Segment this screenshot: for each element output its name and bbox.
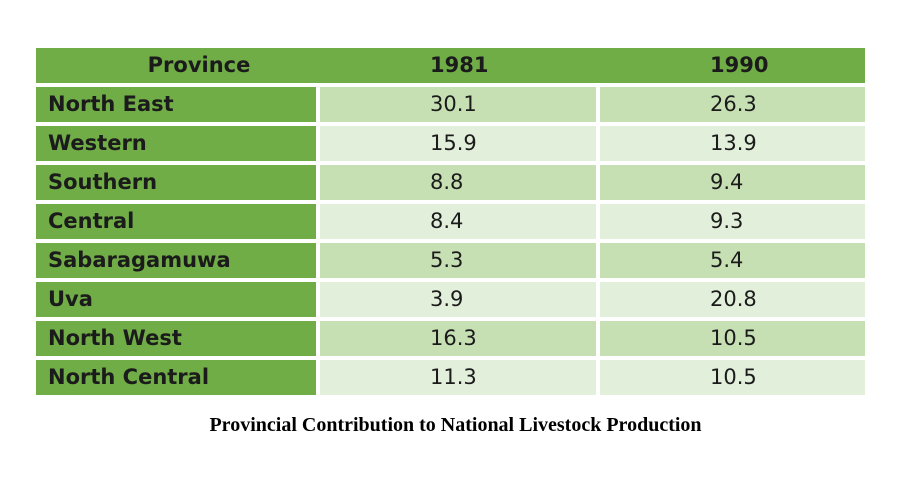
province-cell: Sabaragamuwa — [36, 243, 316, 278]
table-row: Central 8.4 9.3 — [36, 204, 865, 239]
table-row: North East 30.1 26.3 — [36, 87, 865, 122]
table-row: Western 15.9 13.9 — [36, 126, 865, 161]
table-row: Uva 3.9 20.8 — [36, 282, 865, 317]
province-cell: Western — [36, 126, 316, 161]
province-cell: North East — [36, 87, 316, 122]
table-row: North Central 11.3 10.5 — [36, 360, 865, 395]
value-cell-1981: 11.3 — [320, 360, 596, 395]
value-cell-1990: 9.3 — [600, 204, 865, 239]
column-header-1990: 1990 — [710, 53, 769, 77]
value-cell-1981: 8.8 — [320, 165, 596, 200]
table-header-row: Province 1981 1990 — [36, 48, 865, 83]
value-cell-1981: 16.3 — [320, 321, 596, 356]
value-cell-1990: 10.5 — [600, 360, 865, 395]
table-body: North East 30.1 26.3 Western 15.9 13.9 Souther… — [36, 87, 865, 395]
value-cell-1990: 10.5 — [600, 321, 865, 356]
value-cell-1990: 13.9 — [600, 126, 865, 161]
value-cell-1990: 5.4 — [600, 243, 865, 278]
livestock-table: Province 1981 1990 North East 30.1 26.3 Wes… — [36, 48, 865, 395]
column-header-province: Province — [147, 53, 251, 77]
value-cell-1981: 15.9 — [320, 126, 596, 161]
table-row: North West 16.3 10.5 — [36, 321, 865, 356]
table-row: Southern 8.8 9.4 — [36, 165, 865, 200]
province-cell: Uva — [36, 282, 316, 317]
province-cell: Central — [36, 204, 316, 239]
value-cell-1990: 9.4 — [600, 165, 865, 200]
value-cell-1981: 8.4 — [320, 204, 596, 239]
table-caption: Provincial Contribution to National Live… — [209, 414, 702, 436]
column-header-1981: 1981 — [430, 53, 489, 77]
province-cell: North Central — [36, 360, 316, 395]
value-cell-1981: 3.9 — [320, 282, 596, 317]
value-cell-1990: 26.3 — [600, 87, 865, 122]
value-cell-1981: 5.3 — [320, 243, 596, 278]
value-cell-1990: 20.8 — [600, 282, 865, 317]
table-row: Sabaragamuwa 5.3 5.4 — [36, 243, 865, 278]
province-cell: Southern — [36, 165, 316, 200]
province-cell: North West — [36, 321, 316, 356]
value-cell-1981: 30.1 — [320, 87, 596, 122]
